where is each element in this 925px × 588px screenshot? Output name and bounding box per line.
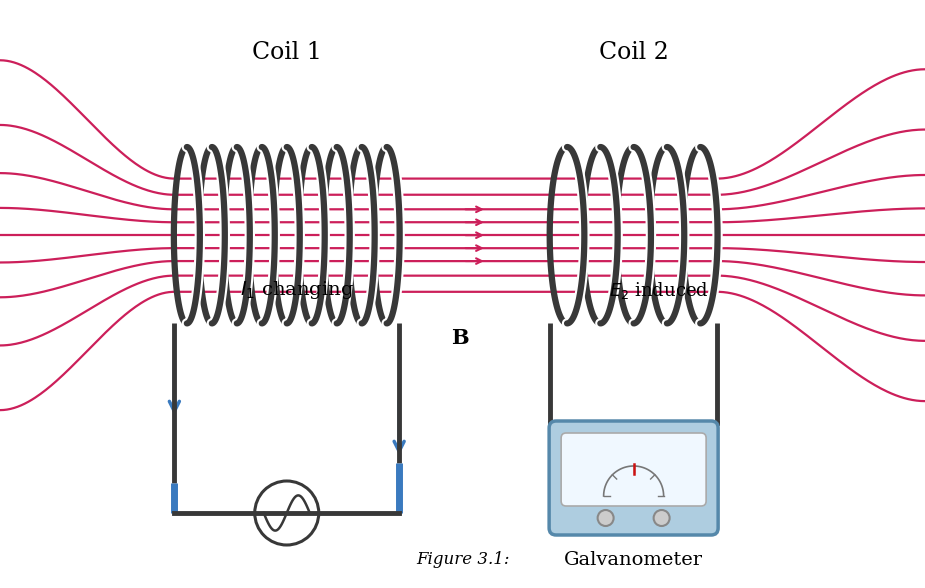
Text: B: B [451, 329, 469, 349]
FancyBboxPatch shape [561, 433, 706, 506]
Circle shape [654, 510, 670, 526]
Text: Figure 3.1:: Figure 3.1: [415, 552, 510, 569]
Circle shape [598, 510, 613, 526]
Text: Coil 1: Coil 1 [252, 41, 322, 65]
Text: $I_1$ changing: $I_1$ changing [240, 279, 353, 301]
FancyBboxPatch shape [549, 421, 718, 535]
Text: $E_2$ induced: $E_2$ induced [609, 280, 709, 300]
Text: Coil 2: Coil 2 [598, 41, 669, 65]
Text: Galvanometer: Galvanometer [564, 551, 703, 569]
